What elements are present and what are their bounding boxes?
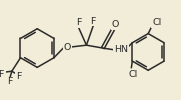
Text: HN: HN <box>114 46 128 54</box>
Text: O: O <box>112 20 119 29</box>
Text: F: F <box>16 72 21 81</box>
Text: F: F <box>90 16 96 26</box>
Text: Cl: Cl <box>152 18 161 28</box>
Text: F: F <box>0 70 4 79</box>
Text: Cl: Cl <box>129 70 138 79</box>
Text: O: O <box>63 43 71 52</box>
Text: F: F <box>7 77 12 86</box>
Text: F: F <box>76 18 81 28</box>
